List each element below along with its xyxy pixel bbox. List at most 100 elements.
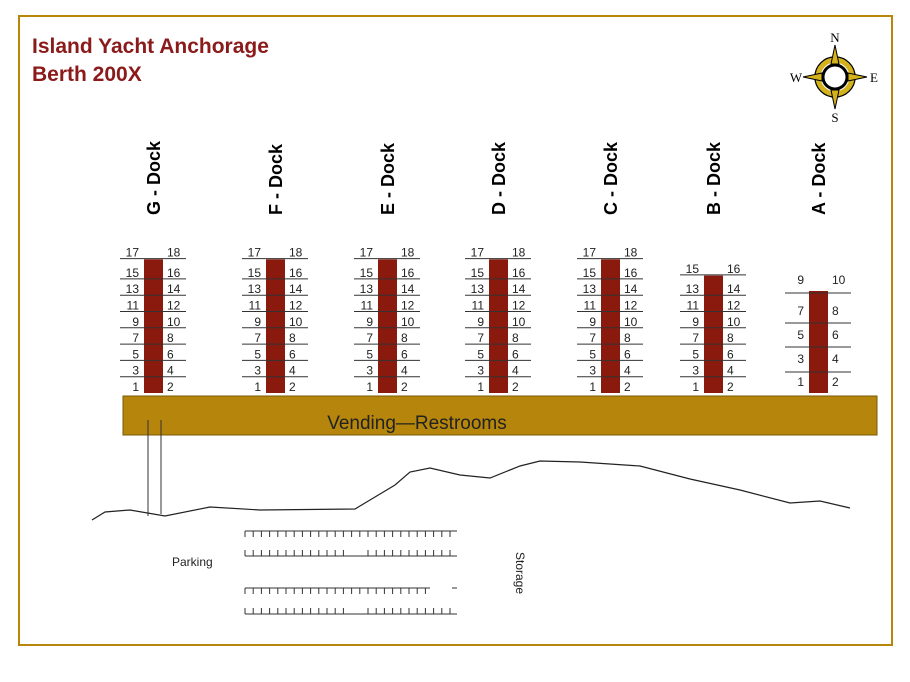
- slip-number: 3: [692, 364, 699, 378]
- slip-number: 12: [401, 299, 415, 313]
- slip-number: 10: [512, 315, 526, 329]
- parking-label: Parking: [172, 555, 213, 569]
- slip-number: 8: [727, 331, 734, 345]
- slip-number: 18: [167, 246, 181, 260]
- slip-number: 5: [589, 347, 596, 361]
- slip-number: 13: [360, 282, 374, 296]
- slip-number: 4: [624, 364, 631, 378]
- map-title: Island Yacht Anchorage: [32, 35, 269, 58]
- slip-number: 18: [624, 246, 638, 260]
- slip-number: 15: [471, 266, 485, 280]
- dock-label: A - Dock: [809, 142, 829, 215]
- boardwalk: [122, 395, 878, 436]
- slip-number: 10: [401, 315, 415, 329]
- slip-number: 5: [797, 328, 804, 342]
- slip-number: 5: [692, 347, 699, 361]
- dock-label: G - Dock: [144, 140, 164, 215]
- slip-number: 15: [126, 266, 140, 280]
- slip-number: 7: [254, 331, 261, 345]
- dock-pier: [601, 259, 620, 393]
- dock-pier: [266, 259, 285, 393]
- slip-number: 5: [366, 347, 373, 361]
- slip-number: 5: [477, 347, 484, 361]
- slip-number: 4: [401, 364, 408, 378]
- slip-number: 2: [624, 380, 631, 394]
- slip-number: 14: [289, 282, 303, 296]
- slip-number: 18: [401, 246, 415, 260]
- slip-number: 15: [360, 266, 374, 280]
- slip-number: 2: [289, 380, 296, 394]
- storage-label: Storage: [513, 552, 527, 594]
- slip-number: 8: [624, 331, 631, 345]
- slip-number: 9: [254, 315, 261, 329]
- dock-pier: [144, 259, 163, 393]
- slip-number: 11: [687, 299, 700, 313]
- slip-number: 8: [401, 331, 408, 345]
- slip-number: 1: [254, 380, 261, 394]
- shoreline: [91, 460, 851, 521]
- slip-number: 15: [686, 262, 700, 276]
- slip-number: 4: [512, 364, 519, 378]
- slip-number: 2: [167, 380, 174, 394]
- slip-number: 1: [477, 380, 484, 394]
- map-frame: [18, 15, 893, 646]
- slip-number: 6: [832, 328, 839, 342]
- compass-north: N: [830, 30, 840, 45]
- slip-number: 1: [692, 380, 699, 394]
- slip-number: 1: [589, 380, 596, 394]
- slip-number: 14: [167, 282, 181, 296]
- dock-pier: [489, 259, 508, 393]
- slip-number: 12: [512, 299, 526, 313]
- slip-number: 11: [361, 299, 374, 313]
- slip-number: 6: [727, 347, 734, 361]
- slip-number: 14: [512, 282, 526, 296]
- slip-number: 12: [624, 299, 638, 313]
- slip-number: 11: [584, 299, 597, 313]
- slip-number: 6: [167, 347, 174, 361]
- slip-number: 7: [797, 304, 804, 318]
- boardwalk-label: Vending—Restrooms: [327, 413, 507, 434]
- slip-number: 9: [692, 315, 699, 329]
- slip-number: 6: [512, 347, 519, 361]
- slip-number: 3: [254, 364, 261, 378]
- slip-number: 15: [248, 266, 262, 280]
- slip-number: 12: [727, 299, 741, 313]
- compass-east: E: [870, 70, 878, 85]
- slip-number: 3: [589, 364, 596, 378]
- slip-number: 13: [686, 282, 700, 296]
- dock-label: B - Dock: [704, 141, 724, 215]
- slip-number: 8: [289, 331, 296, 345]
- dock-label: D - Dock: [489, 141, 509, 215]
- slip-number: 6: [401, 347, 408, 361]
- slip-number: 12: [289, 299, 303, 313]
- slip-number: 11: [249, 299, 262, 313]
- slip-number: 3: [366, 364, 373, 378]
- slip-number: 16: [289, 266, 303, 280]
- slip-number: 11: [472, 299, 485, 313]
- slip-number: 4: [289, 364, 296, 378]
- slip-number: 2: [727, 380, 734, 394]
- slip-number: 17: [471, 246, 485, 260]
- slip-number: 14: [624, 282, 638, 296]
- slip-number: 7: [366, 331, 373, 345]
- slip-number: 9: [132, 315, 139, 329]
- slip-number: 10: [832, 273, 846, 287]
- compass-south: S: [831, 110, 838, 125]
- slip-number: 13: [248, 282, 262, 296]
- slip-number: 16: [512, 266, 526, 280]
- dock-pier: [704, 275, 723, 393]
- slip-number: 7: [692, 331, 699, 345]
- slip-number: 2: [401, 380, 408, 394]
- slip-number: 9: [589, 315, 596, 329]
- parking-rows: [244, 530, 457, 615]
- slip-number: 13: [126, 282, 140, 296]
- slip-number: 3: [132, 364, 139, 378]
- slip-number: 5: [254, 347, 261, 361]
- slip-number: 3: [477, 364, 484, 378]
- slip-number: 17: [126, 246, 140, 260]
